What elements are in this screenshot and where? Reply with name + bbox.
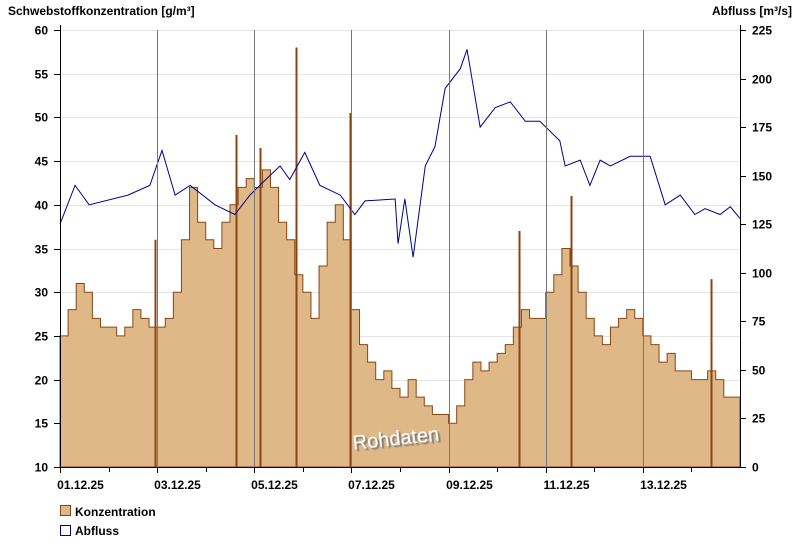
legend-swatch-abfluss [60,525,71,536]
left-tick-label: 45 [35,155,49,169]
x-tick-label: 01.12.25 [57,478,104,492]
right-tick-label: 50 [752,364,766,378]
left-tick-label: 55 [35,68,49,82]
right-tick-label: 225 [752,24,772,38]
left-tick-label: 60 [35,24,49,38]
x-tick-label: 05.12.25 [251,478,298,492]
x-tick-label: 11.12.25 [543,478,589,492]
x-tick-label: 13.12.25 [640,478,687,492]
x-tick-label: 03.12.25 [154,478,201,492]
right-tick-label: 0 [752,461,759,475]
konzentration-series [59,47,741,468]
right-tick-label: 100 [752,267,772,281]
legend: Konzentration Abfluss [60,505,156,538]
left-axis-title: Schwebstoffkonzentration [g/m³] [8,4,195,18]
right-tick-label: 175 [752,121,772,135]
right-tick-label: 200 [752,73,772,87]
left-tick-label: 20 [35,374,49,388]
left-tick-label: 10 [35,461,49,475]
right-tick-label: 75 [752,315,766,329]
legend-label-abfluss: Abfluss [75,524,119,538]
vertical-gridlines [157,30,644,467]
left-tick-label: 50 [35,111,49,125]
x-tick-label: 07.12.25 [348,478,395,492]
legend-swatch-konzentration [60,505,71,516]
left-tick-label: 40 [35,199,49,213]
right-tick-label: 25 [752,412,766,426]
abfluss-series [59,49,741,258]
abfluss-line [59,49,741,258]
left-tick-label: 15 [35,417,49,431]
right-tick-label: 150 [752,170,772,184]
konzentration-area [59,169,741,468]
right-axis-title: Abfluss [m³/s] [712,4,792,18]
left-tick-label: 25 [35,330,49,344]
right-tick-label: 125 [752,218,772,232]
left-tick-label: 30 [35,286,49,300]
left-tick-label: 35 [35,243,49,257]
axes: 10 15 20 25 30 35 40 45 50 55 60 0 25 50 75 100 125 150 17… [35,24,773,493]
x-tick-label: 09.12.25 [446,478,493,492]
legend-label-konzentration: Konzentration [75,505,156,519]
